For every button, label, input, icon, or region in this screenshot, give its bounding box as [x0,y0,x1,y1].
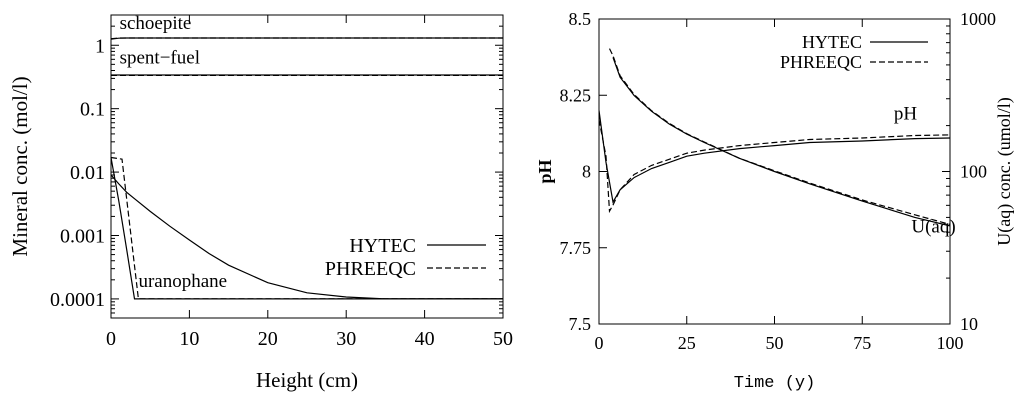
legend-label-hytec: HYTEC [802,32,862,52]
x-tick-label: 75 [853,333,871,353]
y-tick-label: 0.01 [70,162,105,184]
y-tick-label: 0.1 [80,99,105,121]
y2-tick-label: 100 [960,162,987,182]
x-tick-label: 10 [179,328,199,350]
y2-tick-label: 1000 [960,9,996,29]
y-tick-label: 8.25 [560,85,592,105]
x-tick-label: 30 [336,328,356,350]
series-group [111,37,503,300]
legend-label-hytec: HYTEC [349,235,416,257]
x-tick-label: 40 [415,328,435,350]
annotation-spent-fuel: spent−fuel [120,47,200,68]
x-tick-label: 0 [106,328,116,350]
series-line-ph-hytec [599,110,950,204]
x-axis-label: Time (y) [734,374,816,393]
y2-axis-label: U(aq) conc. (umol/l) [994,97,1015,245]
x-tick-label: 25 [678,333,696,353]
legend-label-phreeqc: PHREEQC [325,258,416,280]
x-tick-label: 100 [937,333,964,353]
series-group [599,48,950,227]
series-line-uaq-phreeqc [608,48,950,225]
y-tick-label: 8 [582,162,591,182]
series-line-uranophane-phreeqc [111,156,503,300]
y-tick-label: 0.0001 [50,289,105,311]
y-tick-label: 0.001 [60,225,105,247]
y2-tick-label: 10 [960,314,978,334]
annotation-ph: pH [894,104,918,125]
annotation-uranophane: uranophane [138,271,227,292]
x-tick-label: 50 [766,333,784,353]
x-tick-label: 50 [493,328,513,350]
plot-frame [110,14,504,319]
annotation-uaq: U(aq) [911,217,955,238]
mineral-concentration-panel: 0 10 20 30 40 50 1 0.1 0.01 0.001 0.0001 Height (cm… [8,13,513,392]
y-tick-label: 7.5 [569,314,592,334]
series-line-ph-phreeqc [599,119,950,214]
y-tick-label: 8.5 [569,9,592,29]
legend-label-phreeqc: PHREEQC [780,52,862,72]
x-tick-label: 0 [595,333,604,353]
y-tick-label: 7.75 [560,238,592,258]
series-line-schoepite-phreeqc [111,37,503,40]
y-tick-label: 1 [95,35,105,57]
y-axis-label: Mineral conc. (mol/l) [8,76,32,256]
x-axis-label: Height (cm) [256,368,358,392]
y-axis-label: pH [535,159,555,183]
x-tick-label: 20 [258,328,278,350]
annotation-schoepite: schoepite [120,13,192,34]
